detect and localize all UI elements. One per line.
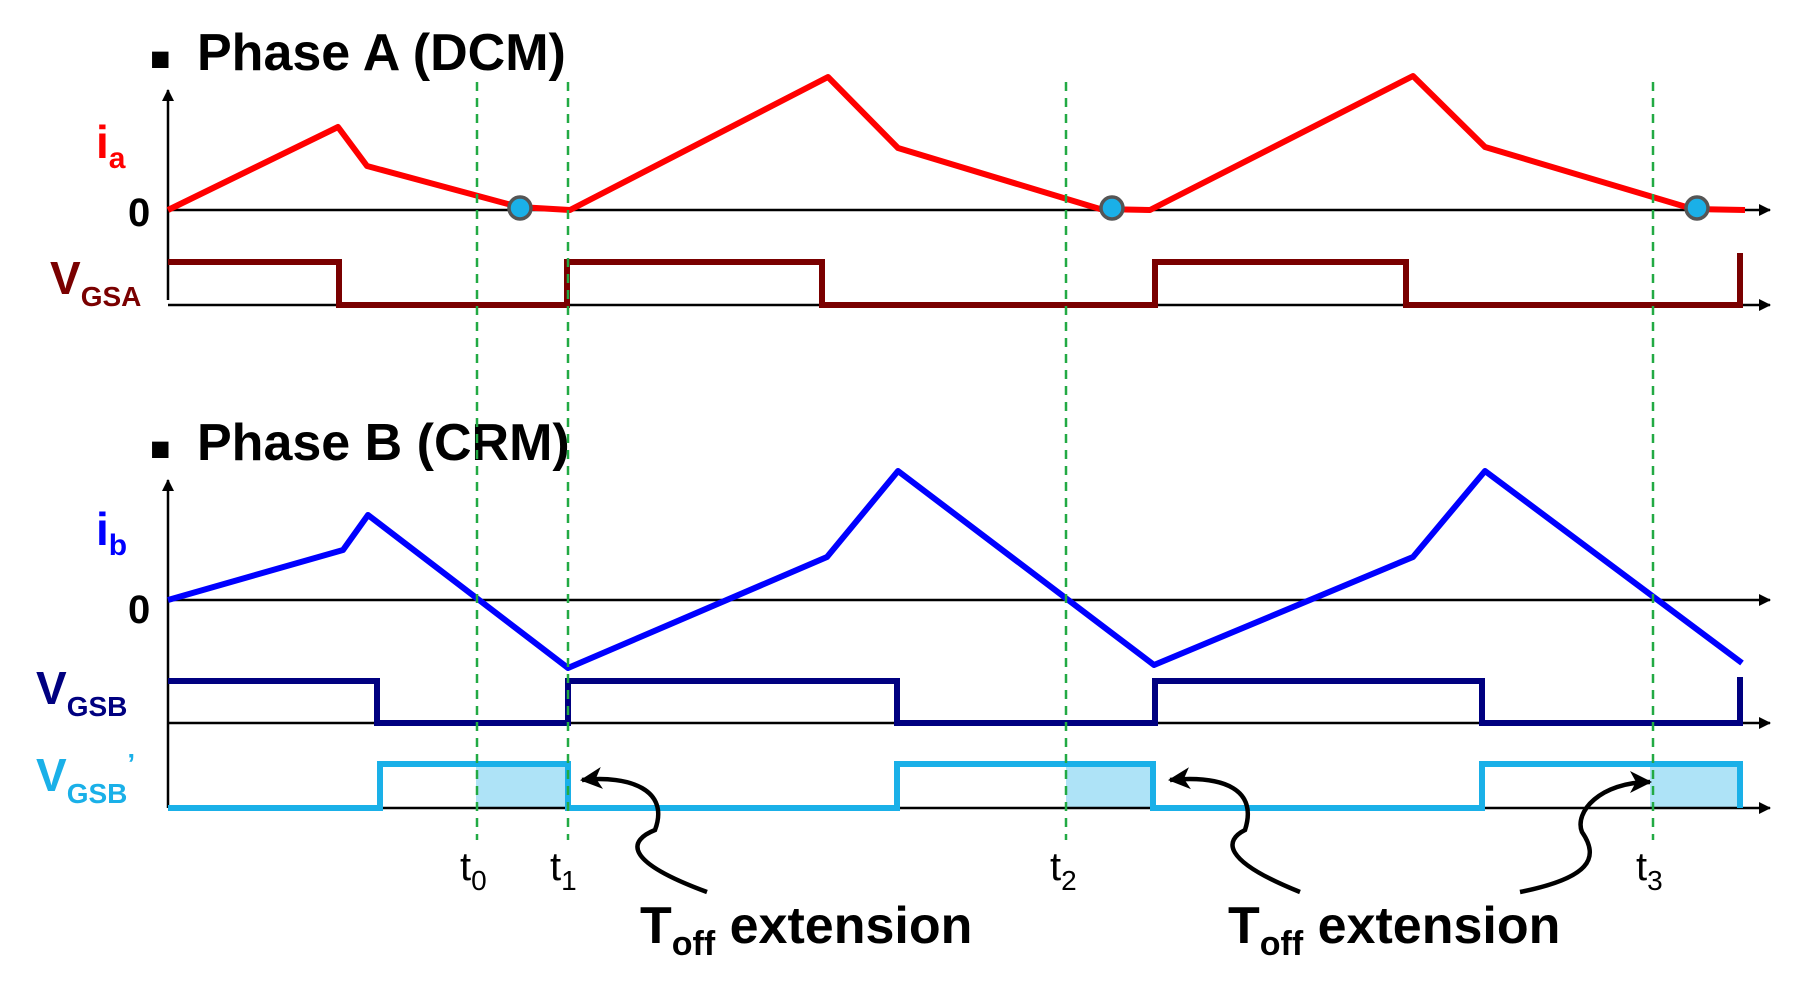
phase-b-title: Phase B (CRM) (197, 414, 570, 472)
phase-b-zero-label: 0 (128, 588, 150, 632)
vgsb-waveform (168, 677, 1743, 726)
ia-zero-dot (507, 195, 533, 221)
toff-arrow-3 (1519, 771, 1652, 895)
ia-zero-crossing-markers (507, 195, 1710, 221)
t2-label: t2 (1050, 845, 1077, 896)
toff-shade-1 (476, 764, 568, 808)
phase-a-gate-label: VGSA (50, 252, 141, 312)
phase-b-gate-label: VGSB (36, 662, 127, 722)
ib-waveform (167, 468, 1744, 671)
phase-b-gate-prime-label: VGSB’ (36, 748, 135, 809)
toff-extension-shading (476, 764, 1742, 808)
toff-extension-label-2: Toff extension (1228, 897, 1560, 963)
time-marker-lines (475, 82, 1655, 840)
toff-arrow-1 (580, 766, 708, 895)
phase-b-current-label: ib (96, 503, 127, 562)
ia-zero-dot (1684, 195, 1710, 221)
ia-waveform (166, 73, 1746, 213)
phase-a-current-label: ia (96, 116, 126, 175)
toff-shade-2 (1066, 764, 1154, 808)
t0-label: t0 (460, 845, 487, 896)
t1-label: t1 (550, 845, 577, 896)
toff-extension-label-1: Toff extension (640, 897, 972, 963)
t3-label: t3 (1636, 845, 1663, 896)
toff-shade-3 (1650, 764, 1742, 808)
vgsb-prime-waveform (168, 761, 1743, 811)
vgsa-waveform (168, 253, 1743, 308)
ia-zero-dot (1099, 195, 1125, 221)
phase-a-bullet-icon: ■ (150, 40, 171, 78)
phase-b-bullet-icon: ■ (150, 430, 171, 468)
phase-a-zero-label: 0 (128, 191, 150, 235)
toff-arrow-2 (1168, 767, 1301, 895)
phase-a-title: Phase A (DCM) (197, 24, 566, 82)
